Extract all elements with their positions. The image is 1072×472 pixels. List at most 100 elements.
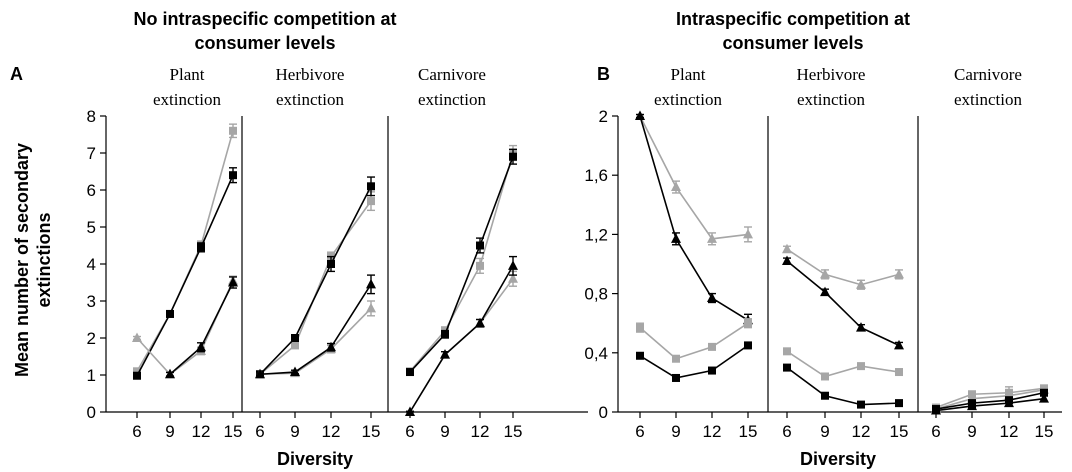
panel-b-sub-2-point-triangle: [856, 279, 866, 289]
panel-a-sub-2-series-grey-triangle-line: [259, 307, 372, 376]
panel-b-sub-1-point-square: [744, 341, 752, 350]
panel-b-sub-2-point-triangle: [856, 322, 866, 332]
panel-a-sub-3-x-tick-label: 9: [440, 422, 449, 441]
panel-b-sub-1-point-square: [636, 323, 644, 332]
panel-a-sub-2-point-triangle: [366, 278, 376, 289]
panel-b-carnivore-title-line-1: Carnivore: [954, 65, 1022, 84]
panel-a-sub-2-point-square: [367, 182, 375, 191]
panel-a-sub-3-x-tick-label: 15: [504, 422, 523, 441]
panel-b-sub-2-point-square: [857, 362, 865, 371]
panel-b-sub-2-x-tick-label: 15: [890, 422, 909, 441]
panel-b-sub-3-point-triangle: [1004, 397, 1014, 408]
panel-a-herbivore-title-line-2: extinction: [276, 90, 344, 109]
panel-b-sub-3-point-square: [1040, 388, 1048, 397]
panel-a-carnivore-title-line-1: Carnivore: [418, 65, 486, 84]
panel-b-sub-3-x-tick-label: 9: [967, 422, 976, 441]
panel-a-sub-3-series-grey-square-line: [409, 152, 514, 372]
panel-a-sub-1-point-triangle: [132, 332, 142, 342]
panel-a-sub-2-point-triangle: [290, 366, 300, 377]
panel-b-sub-1-point-triangle: [671, 181, 681, 192]
panel-a-sub-1-point-square: [197, 243, 205, 252]
panel-a-sub-1-series-grey-square-line: [136, 130, 234, 372]
panel-b-sub-1-series-black-square-line: [639, 344, 749, 379]
panel-a-sub-1-point-triangle: [196, 341, 206, 352]
panel-b-sub-2-point-triangle: [782, 255, 792, 266]
panel-a-sub-3-point-triangle: [405, 406, 415, 416]
panel-b-sub-2-series-grey-square-line: [786, 350, 900, 378]
panel-a-sub-1-point-square: [229, 171, 237, 180]
y-axis-label-line-1: Mean number of secondary: [12, 143, 32, 377]
panel-a-sub-2-x-tick-label: 6: [255, 422, 264, 441]
panel-a-y-tick-label: 5: [87, 218, 96, 237]
y-axis-label: Mean number of secondary extinctions: [12, 143, 54, 377]
panel-a-header-line-2: consumer levels: [194, 33, 335, 53]
panel-b-sub-1-point-triangle: [635, 110, 645, 120]
panel-a-sub-1-x-tick-label: 12: [192, 422, 211, 441]
panel-b-sub-1-series-grey-square-line: [639, 322, 749, 360]
panel-a-sub-2-series-grey-square-line: [259, 200, 372, 375]
panel-a-sub-1-x-tick-label: 9: [165, 422, 174, 441]
panel-a-y-tick-label: 3: [87, 292, 96, 311]
panel-a-sub-1-series-black-triangle-line: [169, 282, 234, 375]
panel-a-sub-2-point-square: [367, 197, 375, 206]
panel-b-sub-2-series-grey-triangle-line: [786, 248, 900, 286]
panel-a-sub-3-x-tick-label: 6: [405, 422, 414, 441]
panel-b-sub-3-series-black-triangle-line: [935, 397, 1045, 412]
panel-a-sub-2-point-triangle: [255, 368, 265, 379]
panel-b-sub-1-point-square: [708, 366, 716, 375]
panel-b-sub-3-series-grey-square-line: [935, 387, 1045, 409]
panel-a-sub-2-x-tick-label: 15: [362, 422, 381, 441]
panel-b-sub-1-point-square: [672, 373, 680, 382]
panel-b-sub-3-point-triangle: [931, 405, 941, 415]
panel-a-sub-3-point-triangle: [440, 349, 450, 359]
panel-b-sub-2-x-tick-label: 6: [782, 422, 791, 441]
panel-a-sub-2-point-square: [327, 260, 335, 268]
panel-b-sub-3-x-tick-label: 6: [931, 422, 940, 441]
panel-a-y-tick-label: 8: [87, 107, 96, 126]
panel-b-sub-1-x-tick-label: 12: [703, 422, 722, 441]
panel-a-sub-2-point-square: [291, 334, 299, 342]
panel-b-sub-3-point-triangle: [1039, 393, 1049, 403]
panel-a-sub-2-series-black-square-line: [259, 185, 372, 375]
panel-b-y-tick-label: 0: [599, 403, 608, 422]
panel-a-sub-1-point-square: [133, 371, 141, 380]
panel-a-x-axis-label: Diversity: [277, 449, 353, 469]
panel-b-sub-2-point-triangle: [820, 286, 830, 297]
panel-a-sub-2-point-triangle: [366, 302, 376, 313]
panel-b-sub-2-point-square: [895, 368, 903, 377]
panel-a-sub-3-series-black-square-line: [409, 156, 514, 373]
panel-a-header-line-1: No intraspecific competition at: [133, 9, 396, 29]
panel-b-y-tick-label: 2: [599, 107, 608, 126]
panel-b-plant-title-line-1: Plant: [671, 65, 706, 84]
panel-a-sub-3-x-tick-label: 12: [471, 422, 490, 441]
panel-a-y-tick-label: 6: [87, 181, 96, 200]
panel-b-sub-2-point-square: [783, 347, 791, 356]
panel-b-sub-3-series-black-square-line: [935, 391, 1045, 410]
panel-b-carnivore-title-line-2: extinction: [954, 90, 1022, 109]
panel-a-plant-title-line-1: Plant: [170, 65, 205, 84]
panel-b-sub-1-point-triangle: [707, 233, 717, 243]
panel-a-sub-2-x-tick-label: 9: [290, 422, 299, 441]
panel-b-plant-title-line-2: extinction: [654, 90, 722, 109]
panel-b-sub-2-point-square: [857, 400, 865, 409]
panel-b-sub-1-point-square: [744, 319, 752, 328]
panel-b-sub-2-point-triangle: [894, 268, 904, 279]
panel-a-sub-3-point-triangle: [508, 260, 518, 270]
panel-b-sub-3-series-grey-triangle-line: [935, 389, 1045, 410]
panel-a-sub-3-point-square: [509, 152, 517, 161]
panel-b-sub-2-series-black-square-line: [786, 366, 900, 406]
panel-b-sub-3-x-tick-label: 15: [1035, 422, 1054, 441]
panel-b-sub-2-point-square: [821, 372, 829, 381]
panel-a-sub-2-point-triangle: [326, 341, 336, 352]
panel-b-x-axis-label: Diversity: [800, 449, 876, 469]
panel-b-sub-2-point-triangle: [782, 243, 792, 254]
panel-b-sub-2-point-square: [783, 363, 791, 372]
panel-b-y-tick-label: 0,4: [584, 344, 608, 363]
panel-b-sub-2-x-tick-label: 9: [820, 422, 829, 441]
panel-a-herbivore-title-line-1: Herbivore: [276, 65, 345, 84]
panel-a-letter: A: [10, 64, 23, 84]
panel-a-y-tick-label: 2: [87, 329, 96, 348]
panel-a-sub-3-point-square: [406, 368, 414, 377]
panel-a-sub-3-point-triangle: [508, 273, 518, 283]
panel-a-sub-1-point-square: [133, 367, 141, 376]
